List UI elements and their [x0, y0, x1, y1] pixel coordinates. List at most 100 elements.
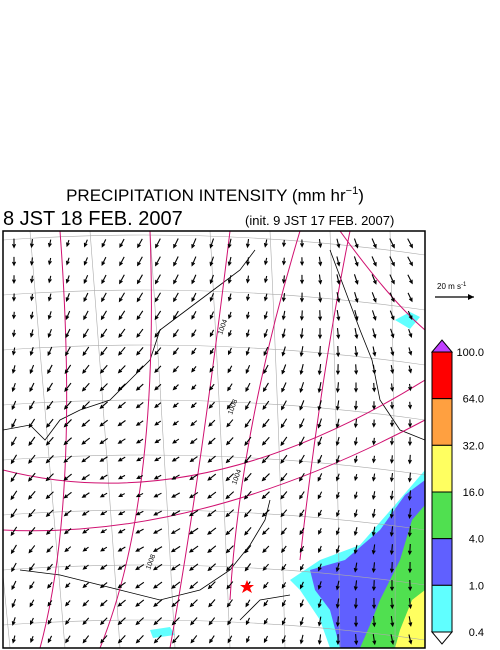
wind-arrow	[335, 598, 340, 609]
wind-arrow	[82, 364, 90, 374]
wind-arrow	[336, 292, 341, 304]
wind-arrow	[47, 618, 53, 625]
wind-arrow	[208, 617, 216, 626]
wind-arrow	[207, 545, 217, 553]
wind-arrow	[335, 562, 340, 573]
wind-arrow	[372, 615, 377, 628]
isobar	[3, 379, 425, 484]
wind-arrow	[281, 346, 286, 357]
wind-arrow	[47, 600, 53, 607]
wind-arrow	[29, 293, 34, 302]
wind-arrow	[299, 382, 305, 393]
isobar-label: 1004	[217, 319, 229, 336]
wind-arrow	[353, 400, 358, 411]
wind-arrow	[82, 346, 90, 357]
wind-legend-label: 20 m s-1	[437, 282, 467, 291]
wind-arrow	[335, 580, 340, 591]
wind-legend-text: 20 m s	[437, 282, 461, 291]
wind-arrow	[135, 438, 144, 444]
wind-arrow	[245, 617, 251, 626]
wind-arrow	[371, 238, 377, 249]
wind-arrow	[135, 581, 145, 589]
wind-arrow	[29, 617, 34, 626]
wind-arrow	[172, 420, 179, 426]
wind-arrow	[226, 401, 233, 410]
wind-arrow	[390, 383, 395, 392]
wind-arrow	[299, 239, 305, 248]
wind-arrow	[117, 564, 126, 570]
wind-arrow	[281, 328, 286, 339]
title: PRECIPITATION INTENSITY (mm hr−1)	[66, 185, 364, 205]
wind-arrow	[83, 274, 89, 284]
wind-arrow	[99, 492, 108, 498]
wind-arrow	[101, 292, 107, 303]
wind-arrow	[280, 436, 288, 447]
wind-arrow	[65, 617, 71, 625]
wind-arrow	[371, 419, 376, 428]
wind-arrow	[154, 274, 161, 285]
wind-arrow	[263, 618, 269, 625]
wind-arrow	[280, 509, 288, 518]
wind-arrow	[227, 365, 233, 374]
wind-arrow	[11, 238, 17, 249]
wind-arrow	[280, 527, 287, 536]
wind-arrow	[408, 634, 413, 645]
wind-arrow	[353, 598, 358, 610]
wind-arrow	[117, 383, 126, 392]
wind-arrow	[137, 238, 143, 249]
colorbar-label: 32.0	[463, 440, 484, 452]
wind-arrow	[207, 437, 216, 445]
wind-arrow	[99, 599, 108, 607]
wind-arrow	[29, 257, 34, 266]
wind-arrow	[118, 510, 126, 516]
wind-arrow	[225, 473, 234, 482]
wind-arrow	[354, 473, 358, 482]
wind-arrow	[101, 274, 107, 285]
wind-arrow	[227, 617, 233, 626]
wind-arrow	[172, 384, 179, 391]
wind-arrow	[10, 508, 18, 519]
wind-arrow	[65, 257, 70, 266]
wind-arrow	[227, 238, 232, 249]
wind-arrow	[172, 365, 179, 373]
wind-arrow	[389, 508, 394, 519]
wind-arrow	[170, 563, 181, 571]
colorbar-label: 4.0	[469, 534, 484, 546]
wind-arrow	[371, 473, 376, 482]
wind-arrow	[190, 402, 197, 409]
wind-arrow	[27, 490, 36, 500]
wind-arrow	[189, 438, 198, 445]
wind-arrow	[371, 455, 376, 464]
wind-arrow	[100, 635, 108, 644]
wind-arrow	[281, 257, 286, 266]
wind-arrow	[263, 311, 268, 320]
wind-legend-arrow	[435, 294, 474, 300]
wind-arrow	[83, 310, 89, 321]
wind-arrow	[29, 364, 35, 375]
wind-arrow	[299, 616, 304, 627]
wind-arrow	[137, 256, 143, 267]
wind-arrow	[390, 365, 395, 375]
wind-arrow	[46, 382, 53, 393]
wind-arrow	[63, 528, 72, 535]
wind-arrow	[47, 581, 53, 589]
wind-arrow	[371, 401, 377, 411]
title-end: )	[358, 186, 364, 205]
wind-arrow	[244, 418, 252, 429]
graticule	[3, 619, 425, 641]
wind-arrow	[83, 257, 88, 266]
wind-arrow	[81, 474, 90, 481]
wind-arrow	[262, 581, 269, 589]
wind-arrow	[63, 473, 72, 481]
wind-arrow	[353, 580, 358, 591]
wind-arrow	[47, 328, 52, 339]
wind-arrow	[263, 257, 268, 266]
graticule	[3, 234, 425, 256]
wind-arrow	[407, 508, 412, 520]
valid-time: 8 JST 18 FEB. 2007	[3, 208, 183, 230]
wind-arrow	[64, 364, 72, 375]
wind-arrow	[11, 311, 16, 320]
wind-arrow	[244, 436, 252, 446]
wind-arrow	[135, 365, 144, 374]
wind-arrow	[299, 454, 305, 465]
